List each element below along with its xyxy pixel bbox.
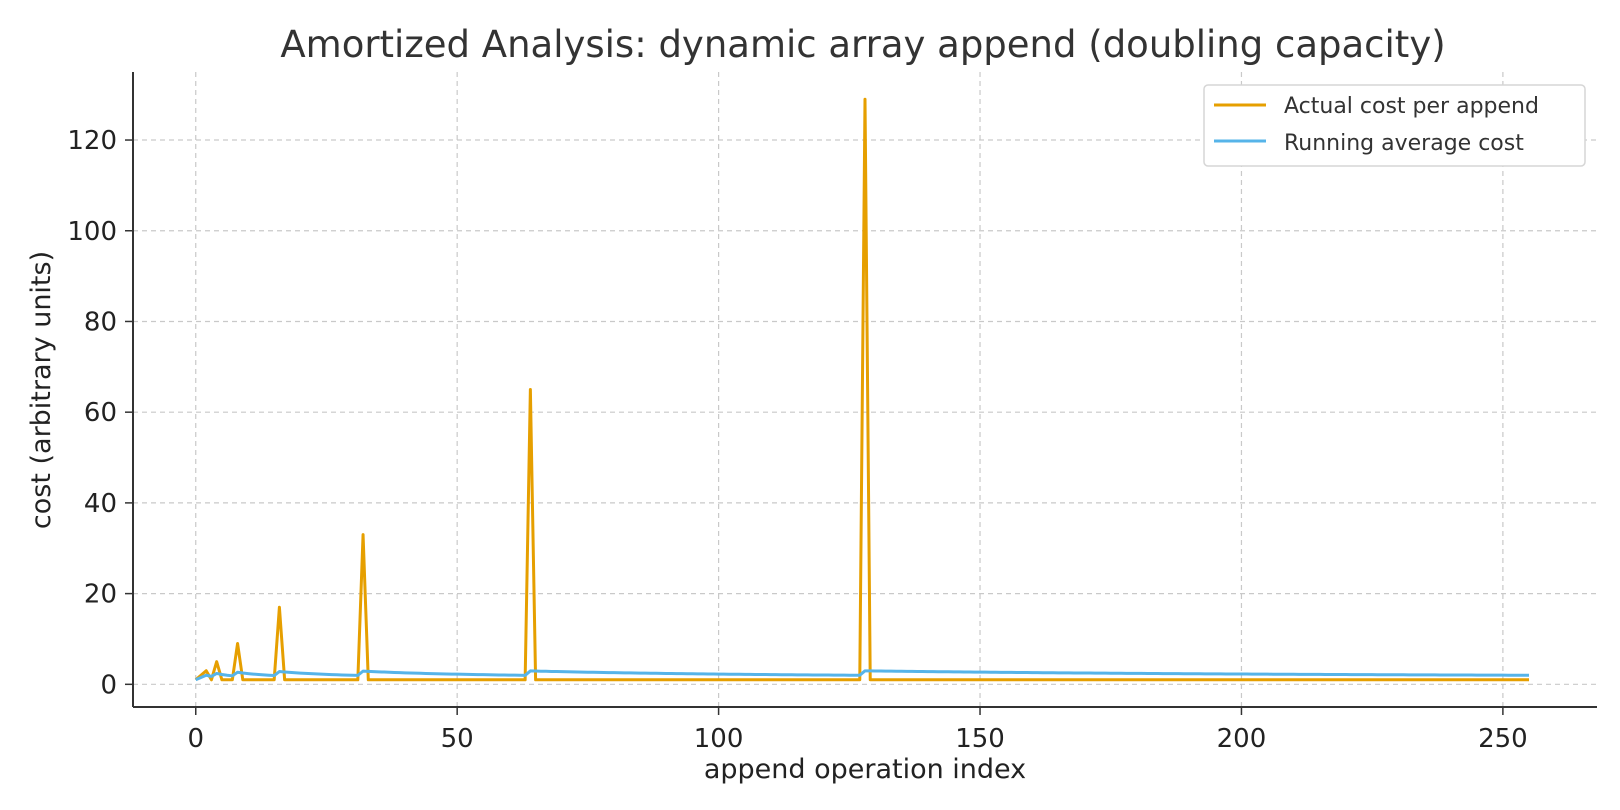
y-ticks: 0 20 40 60 80 100 120 [67,126,133,700]
series-line-running-average [195,669,1530,682]
legend: Actual cost per append Running average c… [1203,84,1586,167]
legend-label-actual: Actual cost per append [1284,94,1539,119]
x-tick-label: 200 [1217,724,1267,754]
legend-frame [1203,84,1586,167]
y-tick-label: 0 [100,670,117,700]
x-axis-label: append operation index [704,754,1026,785]
y-tick-label: 60 [84,398,117,428]
y-tick-label: 80 [84,307,117,337]
chart-title: Amortized Analysis: dynamic array append… [280,23,1445,66]
y-tick-label: 40 [84,489,117,519]
x-ticks: 0 50 100 150 200 250 [187,707,1528,754]
x-tick-label: 100 [694,724,744,754]
y-tick-label: 20 [84,580,117,610]
y-tick-label: 120 [67,126,117,156]
x-tick-label: 50 [441,724,474,754]
legend-label-average: Running average cost [1284,131,1524,156]
x-tick-label: 0 [187,724,204,754]
x-tick-label: 150 [955,724,1005,754]
series-line-actual-cost [194,97,1530,682]
y-tick-label: 100 [67,217,117,247]
series-group [194,97,1530,682]
x-tick-label: 250 [1478,724,1528,754]
y-axis-label: cost (arbitrary units) [26,251,57,529]
